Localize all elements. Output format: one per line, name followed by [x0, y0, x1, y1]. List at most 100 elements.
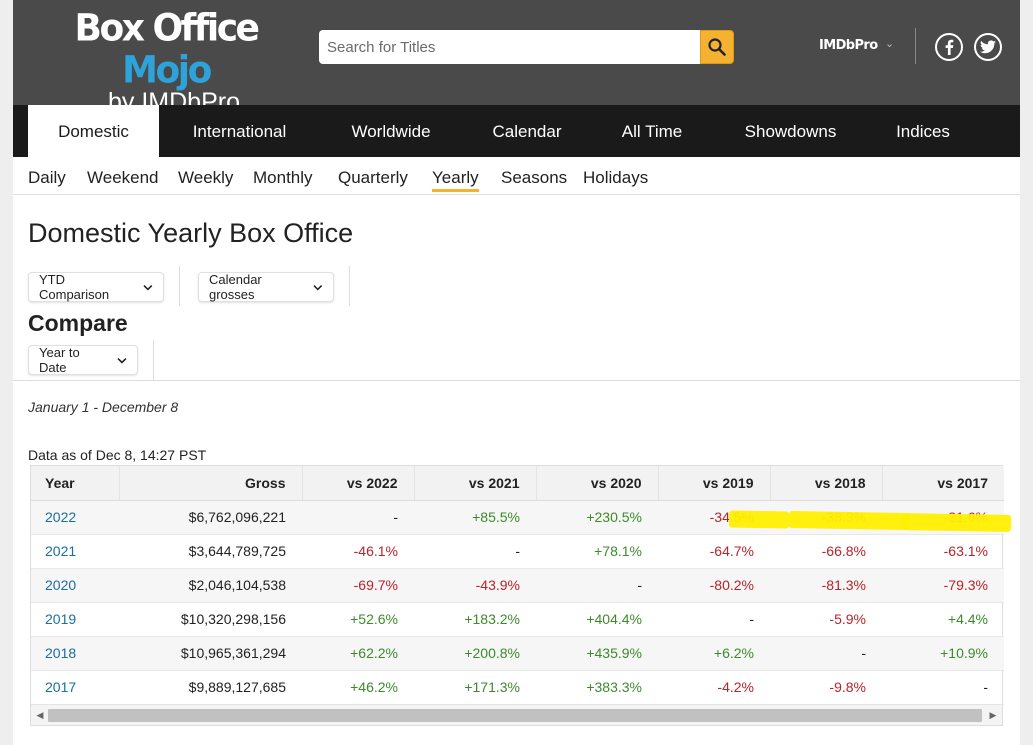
column-header-vs-2020[interactable]: vs 2020 — [536, 466, 659, 501]
scroll-right-icon[interactable]: ▶ — [989, 709, 997, 720]
highlighter-mark — [788, 510, 910, 531]
search-icon — [708, 38, 726, 56]
comparison-dropdown-label: YTD Comparison — [39, 272, 110, 302]
column-header-vs-2018[interactable]: vs 2018 — [770, 466, 883, 501]
horizontal-scrollbar[interactable]: ◀ ▶ — [31, 704, 1002, 725]
comparison-dropdown[interactable]: YTD Comparison — [28, 272, 164, 302]
change-cell: +62.2% — [302, 636, 414, 671]
change-value: +183.2% — [464, 611, 520, 627]
subnav-yearly[interactable]: Yearly — [432, 167, 479, 192]
change-cell: -5.9% — [770, 602, 882, 637]
site-header: Box Office Mojo by IMDbPro IMDbPro ⌄ — [13, 0, 1020, 116]
change-cell: +183.2% — [414, 602, 536, 637]
change-cell: -80.2% — [658, 568, 770, 603]
change-value: +85.5% — [472, 509, 520, 525]
column-header-year[interactable]: Year — [31, 466, 120, 501]
comparison-table: Year Gross vs 2022 vs 2021 vs 2020 vs 20… — [31, 466, 1004, 705]
change-cell: - — [882, 670, 1004, 705]
data-as-of: Data as of Dec 8, 14:27 PST — [28, 447, 207, 463]
change-cell: +200.8% — [414, 636, 536, 671]
year-link[interactable]: 2021 — [45, 543, 77, 559]
change-cell: - — [302, 500, 414, 535]
change-cell: -63.1% — [882, 534, 1004, 569]
table-row: 2019 $10,320,298,156 +52.6% +183.2% +404.4% -… — [31, 602, 1004, 637]
year-cell: 2018 — [31, 636, 119, 671]
tab-worldwide[interactable]: Worldwide — [351, 122, 431, 141]
gross-cell: $3,644,789,725 — [119, 534, 302, 569]
change-cell: +78.1% — [536, 534, 658, 569]
logo-mojo: Mojo — [122, 48, 212, 92]
column-header-vs-2019[interactable]: vs 2019 — [658, 466, 771, 501]
scrollbar-thumb[interactable] — [48, 709, 982, 722]
change-value: -79.3% — [943, 577, 988, 593]
year-cell: 2021 — [31, 534, 119, 569]
column-header-vs-2017[interactable]: vs 2017 — [882, 466, 1004, 501]
year-cell: 2020 — [31, 568, 119, 603]
change-cell: - — [770, 636, 882, 671]
gross-cell: $9,889,127,685 — [119, 670, 302, 705]
change-value: +171.3% — [464, 679, 520, 695]
subnav-weekly[interactable]: Weekly — [178, 168, 234, 187]
table-header-row: Year Gross vs 2022 vs 2021 vs 2020 vs 20… — [31, 466, 1004, 501]
grosses-dropdown[interactable]: Calendar grosses — [198, 272, 334, 302]
change-value: -9.8% — [829, 679, 866, 695]
subnav-monthly[interactable]: Monthly — [253, 168, 313, 187]
year-link[interactable]: 2019 — [45, 611, 77, 627]
chevron-down-icon — [313, 284, 323, 290]
change-cell: +435.9% — [536, 636, 658, 671]
change-value: -81.3% — [821, 577, 866, 593]
twitter-icon[interactable] — [974, 33, 1002, 61]
tab-calendar[interactable]: Calendar — [492, 122, 562, 141]
table-row: 2022$6,762,096,221-+85.5%+230.5%-34.5%-3… — [31, 500, 1004, 535]
chevron-down-icon[interactable]: ⌄ — [885, 38, 895, 50]
column-header-vs-2021[interactable]: vs 2021 — [414, 466, 537, 501]
change-cell: - — [414, 534, 536, 569]
imdbpro-menu[interactable]: IMDbPro — [819, 38, 878, 53]
change-cell: +10.9% — [882, 636, 1004, 671]
logo-box-office: Box Office — [74, 6, 260, 50]
tab-international[interactable]: International — [192, 122, 287, 141]
tab-indices[interactable]: Indices — [896, 122, 950, 141]
gross-cell: $6,762,096,221 — [119, 500, 302, 535]
subnav-quarterly[interactable]: Quarterly — [338, 168, 408, 187]
gross-cell: $10,320,298,156 — [119, 602, 302, 637]
change-value: +10.9% — [940, 645, 988, 661]
change-cell: -69.7% — [302, 568, 414, 603]
tab-all-time[interactable]: All Time — [621, 122, 683, 141]
change-cell: +6.2% — [658, 636, 770, 671]
site-logo[interactable]: Box Office Mojo by IMDbPro — [41, 6, 291, 116]
subnav-weekend[interactable]: Weekend — [87, 168, 159, 187]
year-link[interactable]: 2022 — [45, 509, 77, 525]
change-value: -64.7% — [709, 543, 754, 559]
gross-cell: $10,965,361,294 — [119, 636, 302, 671]
column-header-gross[interactable]: Gross — [119, 466, 303, 501]
highlighter-mark — [902, 513, 1012, 532]
column-header-vs-2022[interactable]: vs 2022 — [302, 466, 415, 501]
table-row: 2020 $2,046,104,538 -69.7% -43.9% - -80.2% -81… — [31, 568, 1004, 603]
subnav-holidays[interactable]: Holidays — [583, 168, 649, 187]
search-button[interactable] — [700, 30, 734, 64]
facebook-icon[interactable] — [935, 33, 963, 61]
tab-domestic[interactable]: Domestic — [28, 105, 159, 157]
subnav-seasons[interactable]: Seasons — [501, 168, 568, 187]
change-cell: -43.9% — [414, 568, 536, 603]
period-dropdown[interactable]: Year to Date — [28, 345, 138, 375]
period-dropdown-label: Year to Date — [39, 345, 80, 375]
year-link[interactable]: 2017 — [45, 679, 77, 695]
table-row: 2018 $10,965,361,294 +62.2% +200.8% +435.9% +… — [31, 636, 1004, 671]
subnav-daily[interactable]: Daily — [28, 168, 66, 187]
scroll-left-icon[interactable]: ◀ — [36, 709, 44, 720]
search-input[interactable] — [319, 30, 700, 64]
change-value: -66.8% — [821, 543, 866, 559]
year-link[interactable]: 2018 — [45, 645, 77, 661]
change-cell: +52.6% — [302, 602, 414, 637]
change-cell: +85.5% — [414, 500, 536, 535]
main-nav: Domestic International Worldwide Calenda… — [13, 105, 1020, 157]
year-link[interactable]: 2020 — [45, 577, 77, 593]
tab-showdowns[interactable]: Showdowns — [744, 122, 837, 141]
change-value: +435.9% — [586, 645, 642, 661]
chevron-down-icon — [143, 284, 153, 291]
change-cell: -4.2% — [658, 670, 770, 705]
year-cell: 2022 — [31, 500, 119, 535]
page-title: Domestic Yearly Box Office — [28, 218, 354, 248]
